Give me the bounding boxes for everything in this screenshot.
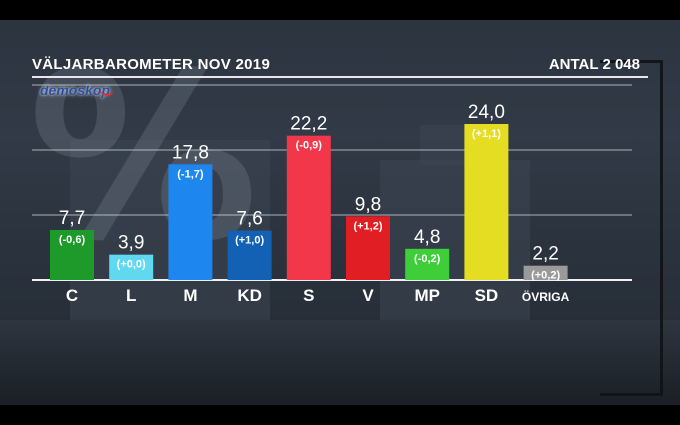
change-label: (-0,2): [414, 253, 441, 265]
change-label: (+1,2): [353, 220, 382, 232]
category-label: M: [183, 286, 197, 305]
category-label: ÖVRIGA: [522, 289, 570, 304]
category-label: C: [66, 286, 78, 305]
category-label: V: [362, 286, 374, 305]
change-label: (-0,9): [296, 140, 323, 152]
value-label: 22,2: [290, 114, 327, 135]
category-label: S: [303, 286, 314, 305]
bar-övriga: [523, 265, 568, 280]
chart-header: VÄLJARBAROMETER NOV 2019 ANTAL 2 048: [32, 56, 648, 78]
broadcast-screen: %: [0, 20, 680, 405]
change-label: (+1,0): [235, 235, 264, 247]
bar-kd: [227, 230, 272, 280]
value-label: 3,9: [118, 233, 144, 254]
value-label: 17,8: [172, 142, 209, 163]
sample-count: ANTAL 2 048: [548, 56, 640, 73]
change-label: (+1,1): [472, 128, 501, 140]
chart-title: VÄLJARBAROMETER NOV 2019: [32, 56, 271, 73]
bar-l: [109, 254, 154, 280]
change-label: (+0,2): [531, 270, 560, 282]
bar-m: [168, 164, 213, 280]
change-label: (-0,6): [59, 234, 86, 246]
category-label: MP: [414, 286, 440, 305]
value-label: 7,6: [236, 209, 262, 230]
logo-swoosh-icon: [100, 86, 114, 96]
value-label: 4,8: [414, 227, 440, 248]
category-label: SD: [475, 286, 499, 305]
bg-frame-right: [600, 60, 663, 396]
value-label: 24,0: [468, 102, 505, 123]
category-label: L: [126, 286, 136, 305]
bar-c: [50, 229, 94, 280]
bar-s: [286, 135, 331, 280]
category-label: KD: [237, 286, 262, 305]
value-label: 2,2: [532, 244, 558, 265]
value-label: 7,7: [59, 208, 85, 229]
bg-water: [0, 320, 680, 405]
demoskop-logo: demoskop: [40, 82, 111, 98]
change-label: (-1,7): [177, 168, 204, 180]
value-label: 9,8: [355, 194, 381, 215]
bar-v: [346, 216, 390, 280]
change-label: (+0,0): [117, 259, 146, 271]
bar-mp: [405, 248, 450, 280]
bar-sd: [464, 124, 509, 280]
